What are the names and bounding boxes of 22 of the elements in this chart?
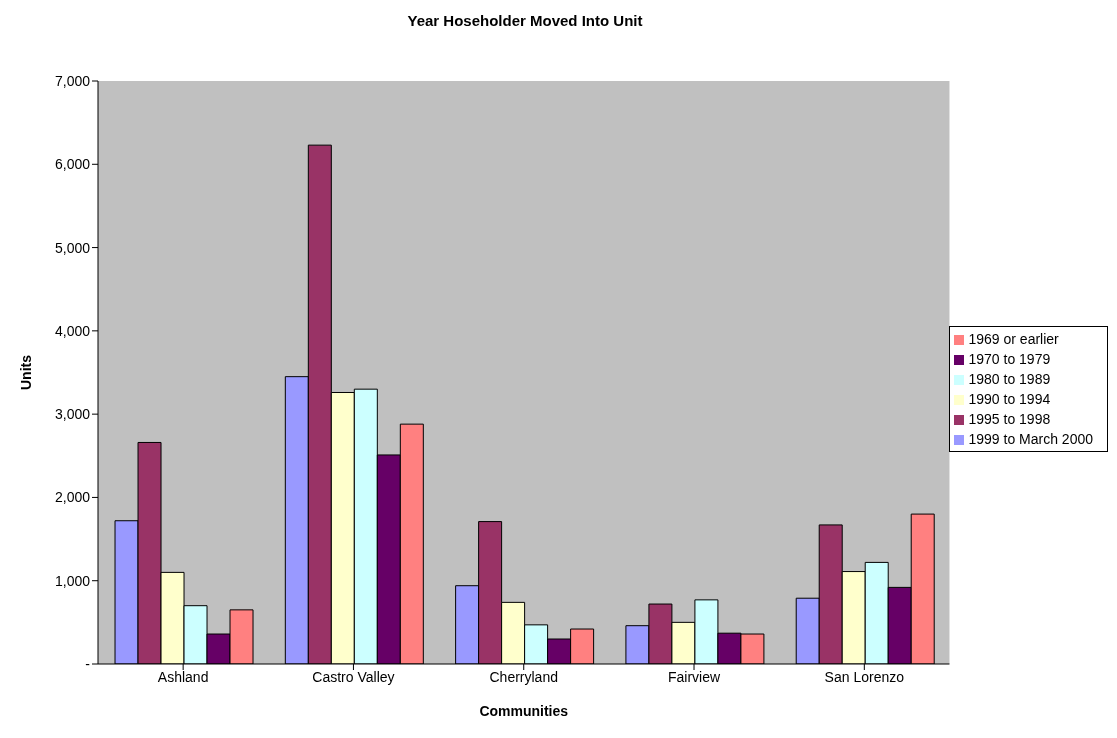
legend-label: 1995 to 1998 <box>968 411 1051 427</box>
x-tick-label: Cherryland <box>489 668 558 685</box>
y-tick-label: 3,000 <box>54 406 91 423</box>
x-tick-label: Castro Valley <box>312 668 395 685</box>
x-tick-label: Ashland <box>157 668 209 685</box>
y-tick-label: 2,000 <box>54 489 91 506</box>
legend-label: 1980 to 1989 <box>968 371 1051 387</box>
y-tick-label: 5,000 <box>54 239 91 256</box>
y-tick-label: - <box>85 655 91 672</box>
x-tick-label: Fairview <box>667 668 721 685</box>
legend-label: 1999 to March 2000 <box>968 431 1093 447</box>
y-tick-label: 6,000 <box>54 156 91 173</box>
y-axis-title: Units <box>17 354 34 390</box>
y-tick-label: 4,000 <box>54 322 91 339</box>
x-axis-title: Communities <box>479 703 569 719</box>
legend-label: 1990 to 1994 <box>968 391 1051 407</box>
y-tick-label: 7,000 <box>54 72 91 89</box>
chart-title: Year Hoseholder Moved Into Unit <box>406 11 644 31</box>
legend-label: 1969 or earlier <box>968 331 1059 347</box>
x-tick-label: San Lorenzo <box>824 668 905 685</box>
legend-label: 1970 to 1979 <box>968 351 1051 367</box>
y-tick-label: 1,000 <box>54 572 91 589</box>
